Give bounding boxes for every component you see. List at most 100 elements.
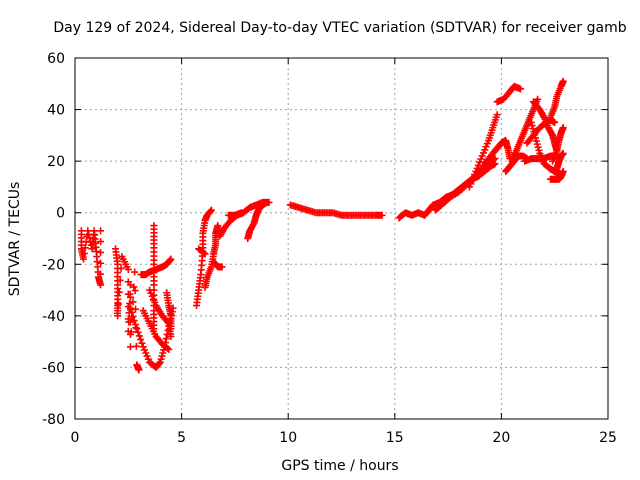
data-point — [134, 328, 142, 336]
data-point — [126, 343, 134, 351]
chart-title: Day 129 of 2024, Sidereal Day-to-day VTE… — [53, 20, 626, 36]
data-point — [80, 249, 88, 257]
series-arc-x — [529, 98, 561, 155]
data-point — [132, 321, 140, 329]
y-tick-label: 20 — [47, 154, 65, 170]
data-point — [114, 300, 122, 308]
data-point — [493, 111, 501, 119]
series-arc-y — [523, 116, 559, 147]
data-point — [97, 248, 105, 256]
series-arc-k — [210, 258, 226, 271]
data-point — [517, 85, 525, 93]
series-arc-ae — [553, 149, 567, 173]
data-point — [133, 325, 141, 333]
data-point — [114, 312, 122, 320]
x-axis-label: GPS time / hours — [281, 458, 398, 474]
y-tick-label: -60 — [42, 360, 65, 376]
series-arc-b — [112, 245, 143, 374]
data-point — [97, 270, 105, 278]
series-arc-v — [508, 95, 542, 165]
series-arc-i — [193, 206, 215, 310]
data-point — [207, 207, 215, 215]
series-arc-f — [139, 307, 173, 353]
series-arc-n — [244, 198, 271, 242]
data-point — [237, 209, 245, 217]
data-point — [80, 255, 88, 263]
x-tick-label: 10 — [279, 430, 297, 446]
data-point — [137, 336, 145, 344]
data-point — [559, 77, 567, 85]
data-points — [77, 77, 567, 374]
x-tick-label: 20 — [492, 430, 510, 446]
data-point — [132, 305, 140, 313]
series-arc-ab — [546, 77, 567, 121]
data-point — [117, 264, 125, 272]
data-point — [81, 244, 89, 252]
y-tick-label: -40 — [42, 309, 65, 325]
data-point — [378, 211, 386, 219]
series-arc-l — [195, 245, 209, 258]
data-point — [131, 268, 139, 276]
series-arc-ac — [549, 124, 567, 165]
x-tick-label: 0 — [71, 430, 80, 446]
data-point — [126, 304, 134, 312]
data-point — [167, 332, 175, 340]
data-point — [116, 276, 124, 284]
data-point — [135, 332, 143, 340]
data-point — [165, 345, 173, 353]
data-point — [126, 293, 134, 301]
data-point — [97, 259, 105, 267]
data-point — [97, 227, 105, 235]
series-arc-u — [493, 82, 525, 106]
axis-ticks: 0 5 10 15 20 25 -80 -60 -40 -20 0 20 40 60 — [42, 51, 617, 446]
data-point — [132, 342, 140, 350]
data-point — [115, 288, 123, 296]
data-point — [138, 339, 146, 347]
x-tick-label: 25 — [599, 430, 617, 446]
data-point — [167, 255, 175, 263]
data-point — [559, 124, 567, 132]
data-point — [129, 298, 137, 306]
data-point — [551, 118, 559, 126]
data-point — [200, 249, 208, 257]
y-tick-label: 0 — [56, 206, 65, 222]
data-point — [124, 265, 132, 273]
series-arc-a — [77, 227, 105, 289]
y-tick-label: 40 — [47, 103, 65, 119]
data-point — [164, 344, 172, 352]
data-point — [130, 316, 138, 324]
series-arc-p — [286, 201, 386, 219]
data-point — [97, 281, 105, 289]
data-point — [128, 308, 136, 316]
data-point — [155, 359, 163, 367]
data-point — [130, 283, 138, 291]
data-point — [126, 318, 134, 326]
y-tick-label: -20 — [42, 257, 65, 273]
series-arc-ad — [546, 167, 567, 183]
series-arc-s — [465, 111, 501, 191]
data-point — [214, 222, 222, 230]
data-point — [534, 95, 542, 103]
plot-frame — [74, 57, 609, 420]
series-arc-h — [163, 289, 175, 333]
y-axis-label: SDTVAR / TECUs — [7, 182, 23, 297]
data-point — [167, 325, 175, 333]
data-point — [131, 287, 139, 295]
data-point — [97, 238, 105, 246]
series-arc-o — [225, 209, 245, 219]
data-point — [84, 227, 92, 235]
data-point — [559, 167, 567, 175]
data-point — [129, 312, 137, 320]
data-point — [491, 155, 499, 163]
y-tick-label: 60 — [47, 51, 65, 67]
data-point — [263, 198, 271, 206]
data-point — [166, 256, 174, 264]
data-point — [207, 206, 215, 214]
data-point — [218, 263, 226, 271]
data-point — [135, 366, 143, 374]
x-tick-label: 15 — [386, 430, 404, 446]
data-point — [559, 149, 567, 157]
data-point — [162, 335, 170, 343]
y-tick-label: -80 — [42, 412, 65, 428]
